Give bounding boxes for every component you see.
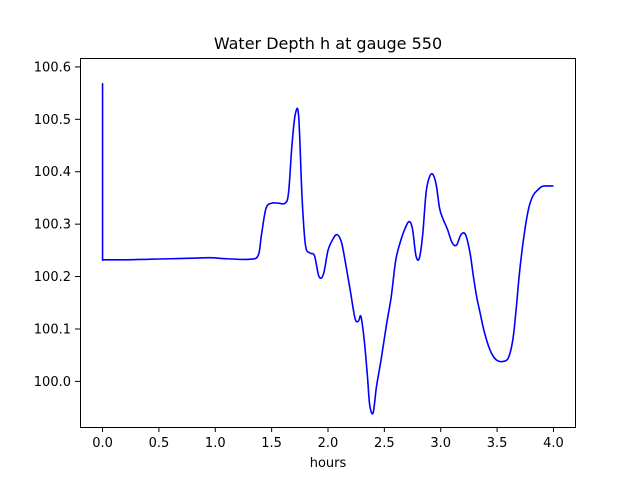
y-tick-label: 100.4 [34,165,71,180]
y-tick-label: 100.5 [34,113,71,128]
y-tick-label: 100.3 [34,218,71,233]
x-tick-label: 3.0 [430,436,451,451]
x-tick-label: 2.0 [318,436,339,451]
chart-title: Water Depth h at gauge 550 [214,34,442,53]
y-tick-label: 100.2 [34,270,71,285]
x-tick-label: 1.0 [205,436,226,451]
plot-area-frame [80,58,576,428]
x-tick-label: 4.0 [543,436,564,451]
series-layer [101,82,554,415]
y-tick-label: 100.0 [34,375,71,390]
x-tick-label: 3.5 [487,436,508,451]
x-axis: 0.0 0.5 1.0 1.5 2.0 2.5 3.0 3.5 4.0 [92,427,564,451]
y-tick-label: 100.6 [34,60,71,75]
x-axis-label: hours [310,456,347,471]
series-line [101,82,554,415]
y-axis: 100.0 100.1 100.2 100.3 100.4 100.5 100.6 [34,60,80,390]
x-tick-label: 0.0 [92,436,113,451]
x-tick-label: 0.5 [149,436,170,451]
x-tick-label: 2.5 [374,436,395,451]
x-tick-label: 1.5 [261,436,282,451]
y-tick-label: 100.1 [34,322,71,337]
